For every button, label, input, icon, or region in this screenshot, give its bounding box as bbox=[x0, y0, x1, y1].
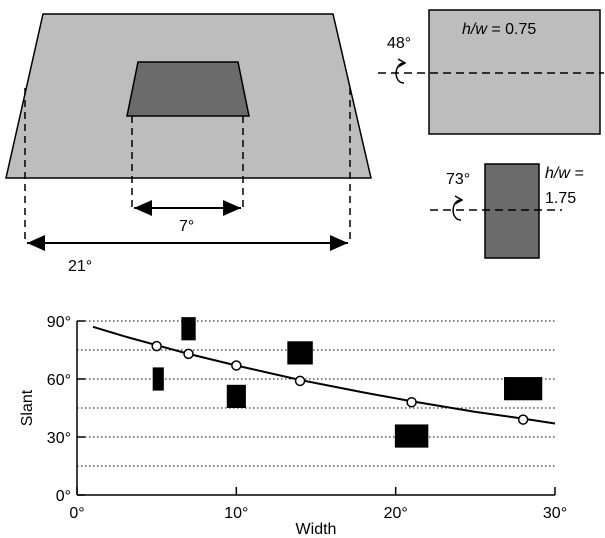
panel-1-rotation-arrowhead bbox=[397, 58, 407, 68]
panel-1-ratio-val: = 0.75 bbox=[487, 21, 536, 38]
data-point-1 bbox=[183, 348, 194, 360]
panel-2-rotation-icon bbox=[452, 199, 462, 221]
rect-markers bbox=[152, 317, 543, 448]
rect-marker-4 bbox=[394, 424, 429, 448]
rect-marker-3 bbox=[287, 341, 313, 365]
data-point-5 bbox=[517, 414, 529, 425]
y-tick-label: 0° bbox=[56, 488, 71, 505]
panel-2-rect bbox=[484, 163, 540, 259]
panel-1-rect bbox=[428, 9, 601, 135]
y-ticks: 0° 30° 60° 90° bbox=[47, 314, 85, 505]
top-right-panel-1: 48° h/w = 0.75 bbox=[378, 9, 604, 135]
panel-2-ratio-label-line2: 1.75 bbox=[545, 190, 576, 207]
x-axis-label: Width bbox=[296, 521, 337, 538]
rect-marker-5 bbox=[504, 377, 543, 401]
y-tick-label: 90° bbox=[47, 314, 71, 331]
outer-width-label: 21° bbox=[68, 258, 92, 275]
top-left-diagram: 7° 21° bbox=[5, 13, 372, 275]
data-point-3 bbox=[294, 375, 306, 387]
panel-1-rotation-icon bbox=[395, 62, 405, 84]
x-tick-label: 30° bbox=[543, 505, 567, 522]
data-point-4 bbox=[406, 396, 417, 408]
x-tick-label: 10° bbox=[224, 505, 248, 522]
rect-marker-1 bbox=[181, 317, 196, 341]
data-point-2 bbox=[231, 360, 242, 371]
data-points bbox=[151, 340, 529, 425]
slant-width-chart: 0° 10° 20° 30° 0° 30° 60° 90° Width Slant bbox=[19, 314, 567, 538]
y-tick-label: 30° bbox=[47, 430, 71, 447]
x-tick-label: 20° bbox=[384, 505, 408, 522]
panel-1-ratio-label: h/w = 0.75 bbox=[462, 21, 536, 38]
panel-2-angle-label: 73° bbox=[446, 171, 470, 188]
panel-1-ratio-var: h/w bbox=[462, 21, 488, 38]
x-ticks: 0° 10° 20° 30° bbox=[69, 487, 567, 522]
data-point-0 bbox=[151, 340, 162, 352]
panel-1-angle-label: 48° bbox=[387, 35, 411, 52]
y-axis-label: Slant bbox=[19, 389, 36, 426]
rect-marker-2 bbox=[226, 384, 246, 408]
panel-2-rotation-arrowhead bbox=[454, 195, 464, 205]
y-tick-label: 60° bbox=[47, 372, 71, 389]
x-tick-label: 0° bbox=[69, 505, 84, 522]
panel-2-ratio-label-line1: h/w = bbox=[545, 165, 584, 182]
rect-marker-0 bbox=[152, 367, 164, 391]
inner-trapezoid bbox=[126, 61, 250, 117]
top-right-panel-2: 73° h/w = 1.75 bbox=[430, 163, 584, 259]
inner-width-label: 7° bbox=[179, 218, 194, 235]
